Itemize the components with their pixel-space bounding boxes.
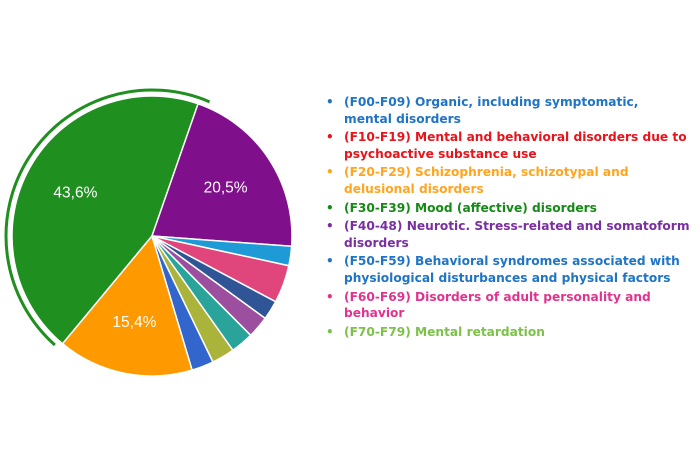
slice-label-0: 43,6% — [53, 185, 97, 202]
slice-label-1: 20,5% — [204, 180, 248, 197]
highlight-arc — [4, 88, 211, 347]
legend-text: Schizophrenia, schizotypal and delusiona… — [344, 165, 629, 196]
legend-code: (F60-F69) — [344, 289, 411, 304]
legend-item: • (F10-F19) Mental and behavioral disorde… — [324, 129, 690, 162]
legend-text: Behavioral syndromes associated with phy… — [344, 254, 680, 285]
pie-slices — [11, 95, 293, 377]
legend-bullet: • — [326, 289, 334, 304]
pie-slice-9 — [61, 234, 194, 377]
legend-bullet: • — [326, 200, 334, 215]
pie-slice-0 — [11, 95, 200, 345]
legend-code: (F30-F39) — [344, 200, 411, 215]
slice-label-9: 15,4% — [112, 314, 156, 331]
legend-bullet: • — [326, 254, 334, 269]
legend-code: (F50-F59) — [344, 254, 411, 269]
legend-bullet: • — [326, 219, 334, 234]
legend-item: • (F40-48) Neurotic. Stress-related and s… — [324, 218, 690, 251]
slice-labels: 43,6% 20,5% 15,4% — [53, 180, 247, 332]
legend-item: • (F00-F09) Organic, including symptomati… — [324, 94, 690, 127]
legend-text: Mood (affective) disorders — [415, 200, 597, 215]
legend-code: (F70-F79) — [344, 324, 411, 339]
legend-item: • (F60-F69) Disorders of adult personalit… — [324, 289, 690, 322]
legend-code: (F40-48) — [344, 219, 403, 234]
legend-text: Neurotic. Stress-related and somatoform … — [344, 219, 690, 250]
pie-chart: 43,6% 20,5% 15,4% — [4, 88, 293, 377]
legend-text: Disorders of adult personality and behav… — [344, 289, 651, 321]
legend-item: • (F30-F39) Mood (affective) disorders — [324, 200, 690, 217]
legend-item: • (F70-F79) Mental retardation — [324, 324, 690, 341]
legend-text: Organic, including symptomatic, mental d… — [344, 95, 639, 126]
legend-bullet: • — [326, 95, 334, 109]
legend-bullet: • — [326, 130, 334, 145]
legend-item: • (F20-F29) Schizophrenia, schizotypal an… — [324, 164, 690, 197]
pie-slice-1 — [150, 102, 293, 248]
legend-text: Mental retardation — [415, 324, 545, 339]
legend-code: (F10-F19) — [344, 130, 411, 145]
legend-bullet: • — [326, 165, 334, 180]
legend-code: (F20-F29) — [344, 165, 411, 180]
legend-code: (F00-F09) — [344, 95, 411, 109]
legend-item: • (F50-F59) Behavioral syndromes associat… — [324, 253, 690, 286]
legend: • (F00-F09) Organic, including symptomati… — [324, 94, 690, 342]
legend-text: Mental and behavioral disorders due to p… — [344, 130, 687, 161]
legend-bullet: • — [326, 324, 334, 339]
